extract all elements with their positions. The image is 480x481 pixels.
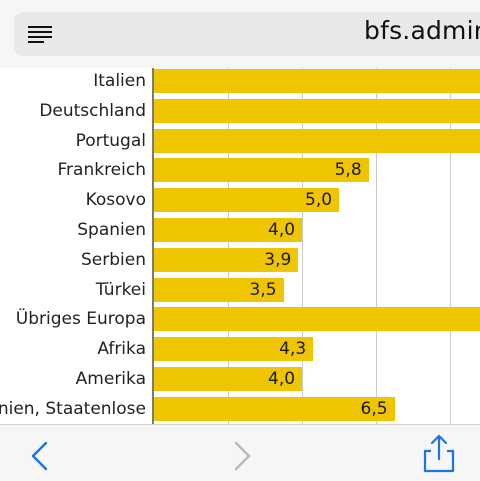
bar-chart: Italien Deutschland Portugal Frankreich 5,8 K… bbox=[0, 68, 480, 424]
bar bbox=[154, 337, 314, 362]
bar bbox=[154, 367, 302, 391]
bar bbox=[154, 218, 302, 242]
forward-chevron-icon[interactable] bbox=[230, 441, 254, 471]
category-label: Spanien bbox=[77, 220, 146, 240]
category-label: Portugal bbox=[75, 130, 146, 151]
bar bbox=[154, 396, 395, 421]
bar bbox=[154, 247, 299, 272]
category-label: Italien bbox=[93, 71, 146, 91]
grid-line bbox=[450, 68, 451, 424]
share-icon[interactable] bbox=[422, 433, 456, 473]
bar-value-label: 6,5 bbox=[360, 398, 388, 419]
bar bbox=[154, 98, 480, 123]
bar-value-label: 4,3 bbox=[279, 339, 307, 360]
category-label: Übriges Europa bbox=[15, 309, 146, 330]
grid-line bbox=[376, 68, 377, 424]
bar bbox=[154, 128, 480, 153]
category-label: Serbien bbox=[81, 249, 146, 270]
category-label: Türkei bbox=[95, 279, 146, 300]
category-label: nien, Staatenlose bbox=[0, 398, 146, 419]
reader-menu-icon[interactable] bbox=[28, 26, 52, 44]
browser-bottom-toolbar bbox=[0, 424, 480, 481]
bar bbox=[154, 158, 369, 183]
url-text[interactable]: bfs.admin bbox=[364, 16, 480, 45]
category-label: Deutschland bbox=[39, 100, 146, 121]
bar-value-label: 4,0 bbox=[268, 369, 296, 389]
plot-area bbox=[152, 68, 480, 424]
bar bbox=[154, 69, 480, 93]
bar-value-label: 5,8 bbox=[334, 160, 362, 181]
address-bar[interactable] bbox=[14, 12, 480, 56]
browser-top-bar: bfs.admin bbox=[0, 0, 480, 69]
bar bbox=[154, 277, 284, 302]
bar-value-label: 3,5 bbox=[249, 279, 277, 300]
category-label: Kosovo bbox=[85, 190, 146, 211]
bar bbox=[154, 188, 339, 213]
bar-value-label: 5,0 bbox=[305, 190, 333, 211]
category-label: Amerika bbox=[75, 369, 146, 389]
grid-line bbox=[228, 68, 229, 424]
back-chevron-icon[interactable] bbox=[28, 441, 52, 471]
bar bbox=[154, 307, 480, 332]
bar-value-label: 4,0 bbox=[268, 220, 296, 240]
category-label: Afrika bbox=[97, 339, 146, 360]
category-label: Frankreich bbox=[57, 160, 147, 181]
y-axis-line bbox=[152, 68, 154, 424]
bar-value-label: 3,9 bbox=[264, 249, 292, 270]
grid-line bbox=[302, 68, 303, 424]
